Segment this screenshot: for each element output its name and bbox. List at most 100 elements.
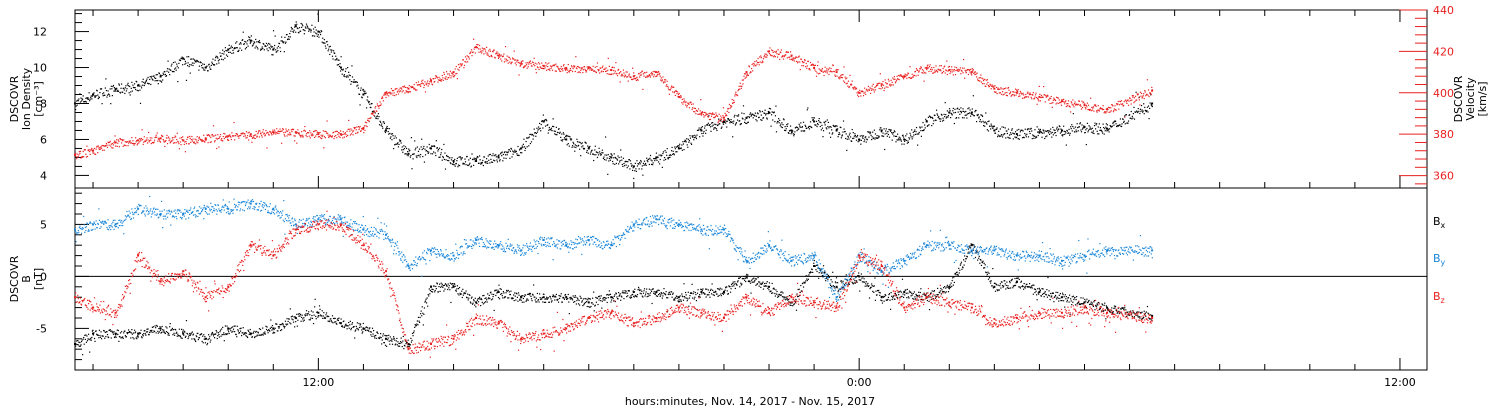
velocity-sample: [920, 67, 923, 69]
ion-density-sample: [983, 125, 985, 127]
bx-sample: [164, 332, 166, 335]
velocity-sample: [312, 134, 314, 136]
ion-density-sample: [857, 141, 859, 143]
velocity-sample: [747, 74, 749, 77]
velocity-sample: [930, 68, 932, 70]
velocity-sample: [788, 56, 791, 58]
ion-density-sample: [163, 73, 165, 76]
ion-density-sample: [543, 121, 545, 123]
ion-density-sample: [536, 127, 538, 129]
ion-density-sample: [986, 129, 988, 131]
ion-density-sample: [923, 129, 925, 131]
ion-density-sample: [254, 42, 256, 44]
ion-density-sample: [416, 156, 418, 159]
velocity-sample: [590, 69, 593, 71]
velocity-sample: [165, 140, 167, 142]
velocity-sample: [521, 63, 523, 65]
ion-density-sample: [624, 160, 627, 163]
ion-density-sample: [1124, 123, 1126, 125]
velocity-sample: [1109, 107, 1111, 109]
bx-sample: [246, 336, 249, 339]
ion-density-sample: [325, 47, 327, 49]
velocity-sample: [97, 145, 99, 147]
velocity-sample: [588, 66, 590, 68]
ion-density-sample: [149, 78, 151, 81]
bx-sample: [252, 332, 255, 334]
velocity-sample: [477, 48, 480, 50]
ion-density-sample: [781, 122, 783, 124]
ion-density-sample: [660, 154, 662, 156]
velocity-sample: [450, 72, 453, 74]
ion-density-sample: [1077, 127, 1079, 129]
velocity-sample: [508, 56, 510, 59]
ion-density-sample: [467, 164, 469, 167]
bx-sample: [321, 310, 323, 312]
ion-density-sample: [513, 151, 515, 153]
ion-density-sample: [761, 110, 764, 113]
bx-sample: [447, 288, 449, 291]
ion-density-sample: [652, 162, 654, 164]
velocity-sample: [457, 68, 459, 70]
velocity-sample: [549, 69, 551, 72]
velocity-sample: [939, 69, 941, 71]
ion-density-sample: [586, 151, 588, 153]
velocity-sample: [237, 135, 239, 137]
velocity-sample: [301, 130, 303, 133]
velocity-sample: [1051, 102, 1053, 104]
velocity-sample: [789, 51, 792, 53]
ion-density-sample: [244, 40, 246, 43]
velocity-sample: [1056, 96, 1058, 98]
ion-density-sample: [387, 130, 389, 133]
ion-density-sample: [1005, 137, 1007, 139]
bx-sample: [430, 285, 432, 287]
bx-sample: [299, 313, 302, 316]
bx-sample: [369, 331, 371, 333]
bx-sample: [145, 334, 147, 336]
velocity-sample: [1056, 102, 1058, 104]
ion-density-sample: [890, 129, 892, 131]
ion-density-sample: [146, 78, 148, 80]
ion-density-sample: [200, 62, 202, 64]
ion-density-sample: [952, 107, 954, 110]
velocity-sample: [1065, 100, 1067, 102]
velocity-sample: [776, 56, 779, 58]
ion-density-sample: [212, 58, 214, 60]
velocity-sample: [106, 144, 108, 146]
bx-sample: [329, 320, 331, 322]
ion-density-sample: [816, 125, 818, 128]
velocity-sample: [490, 55, 492, 57]
ion-density-sample: [842, 120, 845, 122]
ion-density-sample: [107, 90, 109, 92]
bx-sample: [259, 334, 261, 336]
bx-sample: [481, 298, 483, 301]
velocity-sample: [772, 50, 774, 52]
velocity-sample: [548, 68, 550, 70]
velocity-sample: [360, 130, 362, 132]
velocity-sample: [1103, 112, 1105, 114]
ion-density-sample: [180, 57, 183, 60]
ion-density-sample: [193, 59, 196, 61]
bx-sample: [79, 341, 81, 344]
ion-density-sample: [1081, 124, 1083, 126]
ion-density-sample: [145, 79, 148, 82]
ion-density-sample: [647, 161, 649, 163]
ion-density-sample: [90, 95, 92, 97]
ion-density-sample: [400, 140, 402, 142]
velocity-sample: [677, 93, 680, 96]
ion-density-sample: [633, 165, 635, 167]
ion-density-sample: [621, 163, 623, 166]
bx-point: [362, 327, 365, 330]
ion-density-sample: [901, 143, 903, 145]
velocity-sample: [783, 56, 785, 58]
bx-sample: [144, 333, 146, 335]
bx-sample: [282, 322, 284, 325]
bx-sample: [482, 303, 484, 305]
ion-density-sample: [327, 44, 329, 46]
bx-sample: [273, 328, 275, 331]
velocity-sample: [253, 137, 255, 139]
velocity-sample: [275, 131, 277, 134]
bx-sample: [168, 332, 170, 334]
ion-density-sample: [458, 156, 460, 158]
velocity-sample: [461, 64, 463, 66]
bx-sample: [387, 339, 389, 341]
